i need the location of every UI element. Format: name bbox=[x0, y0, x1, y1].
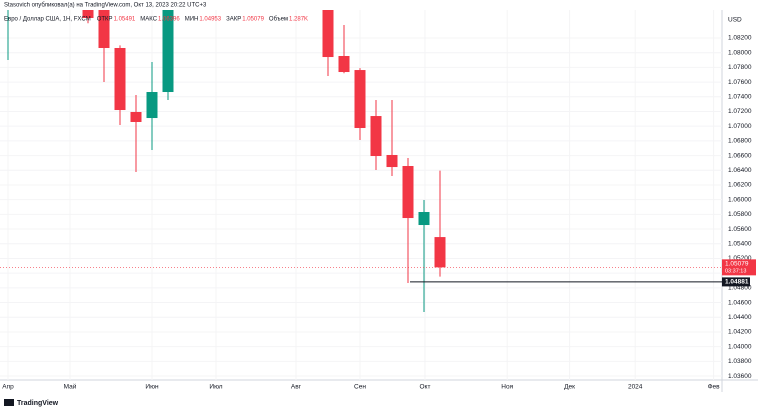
last-price-box bbox=[722, 259, 756, 276]
candle-body bbox=[162, 10, 174, 93]
y-tick-label: 1.06200 bbox=[728, 182, 752, 189]
candle-body bbox=[114, 47, 126, 111]
y-tick-label: 1.04600 bbox=[728, 299, 752, 306]
price-line-label: 1.04881 bbox=[725, 279, 749, 286]
footer: TradingView bbox=[17, 400, 59, 407]
y-tick-label: 1.04200 bbox=[728, 329, 752, 336]
legend-field-name: ОТКР bbox=[97, 17, 113, 23]
y-tick-label: 1.06400 bbox=[728, 167, 752, 174]
price-line-box bbox=[722, 277, 750, 287]
x-tick-label: Июл bbox=[209, 384, 222, 391]
y-tick-label: 1.05800 bbox=[728, 211, 752, 218]
candle-body bbox=[82, 10, 94, 19]
y-tick-label: 1.07600 bbox=[728, 79, 752, 86]
logo bbox=[4, 399, 14, 406]
candle-body bbox=[434, 237, 446, 268]
candle-body bbox=[402, 166, 414, 219]
legend-symbol: Евро / Доллар США, 1Н, FXCM bbox=[4, 17, 91, 23]
legend-field-value: 1.06396 bbox=[158, 17, 180, 23]
legend-field-value: 1.05491 bbox=[114, 17, 136, 23]
y-tick-label: 1.05200 bbox=[728, 255, 752, 262]
candle-body bbox=[418, 212, 430, 226]
unit: USD bbox=[728, 17, 742, 24]
x-tick-label: Апр bbox=[2, 384, 14, 391]
y-tick-label: 1.03600 bbox=[728, 373, 752, 380]
x-tick-label: Фев bbox=[708, 384, 721, 391]
candle-body bbox=[322, 10, 334, 58]
y-tick-label: 1.05600 bbox=[728, 226, 752, 233]
y-tick-label: 1.04400 bbox=[728, 314, 752, 321]
legend-field-value: 1.04953 bbox=[199, 17, 221, 23]
candle-body bbox=[130, 111, 142, 122]
legend-field-value: 1.05079 bbox=[242, 17, 264, 23]
header: Stasovich опубликовал(а) на TradingView.… bbox=[4, 3, 207, 9]
x-tick-label: Авг bbox=[291, 384, 302, 391]
legend-field-name: Объем bbox=[269, 17, 288, 23]
y-tick-label: 1.04800 bbox=[728, 285, 752, 292]
candle-body bbox=[98, 10, 110, 48]
y-tick-label: 1.05400 bbox=[728, 240, 752, 247]
y-tick-label: 1.03800 bbox=[728, 358, 752, 365]
legend-field-name: ЗАКР bbox=[226, 17, 241, 23]
legend-field-value: 1.287K bbox=[289, 17, 308, 23]
x-tick-label: Май bbox=[64, 383, 77, 391]
y-tick-label: 1.07000 bbox=[728, 123, 752, 130]
candle-body bbox=[370, 116, 382, 157]
y-tick-label: 1.07200 bbox=[728, 108, 752, 115]
x-tick-label: Июн bbox=[145, 384, 159, 391]
candle-body bbox=[354, 70, 366, 129]
candle-body bbox=[338, 56, 350, 73]
y-tick-label: 1.06800 bbox=[728, 138, 752, 145]
x-tick-label: 2024 bbox=[628, 384, 643, 391]
y-tick-label: 1.07400 bbox=[728, 94, 752, 101]
x-tick-label: Окт bbox=[419, 384, 430, 391]
y-tick-label: 1.06600 bbox=[728, 152, 752, 159]
y-tick-label: 1.06000 bbox=[728, 196, 752, 203]
y-tick-label: 1.04000 bbox=[728, 343, 752, 350]
countdown: 03:37:13 bbox=[725, 268, 746, 274]
x-tick-label: Сен bbox=[354, 384, 366, 391]
last-price-label: 1.05079 bbox=[725, 261, 749, 268]
candle-body bbox=[146, 92, 158, 119]
legend-field-name: МАКС bbox=[140, 17, 157, 23]
y-tick-label: 1.08200 bbox=[728, 35, 752, 42]
y-tick-label: 1.07800 bbox=[728, 64, 752, 71]
legend-field-name: МИН bbox=[185, 17, 199, 23]
y-tick-label: 1.08000 bbox=[728, 49, 752, 56]
x-tick-label: Дек bbox=[564, 384, 575, 391]
x-tick-label: Ноя bbox=[501, 384, 513, 391]
candle-body bbox=[386, 154, 398, 168]
